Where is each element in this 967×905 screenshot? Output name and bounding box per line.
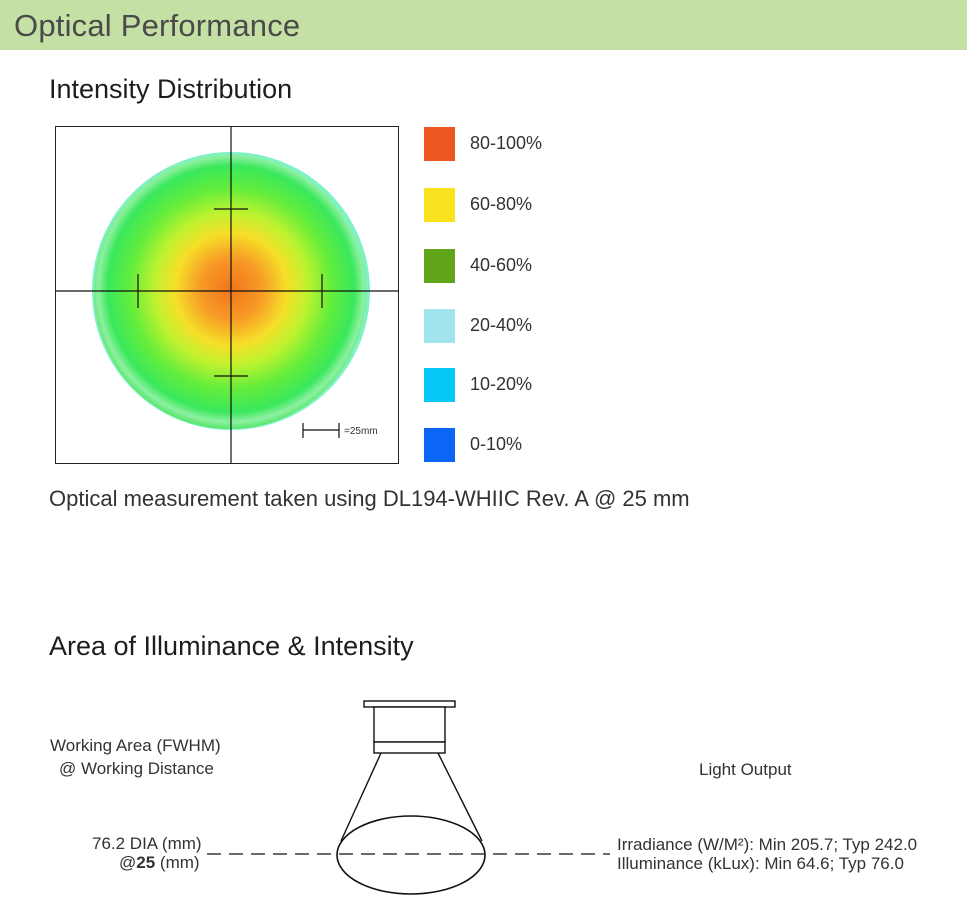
distance-label: @25 (mm) [119, 852, 200, 874]
legend-swatch [424, 188, 455, 222]
fixture-lens [373, 741, 446, 754]
beam-edge-right [437, 752, 483, 842]
fixture-top-plate [363, 700, 456, 708]
legend-label: 60-80% [470, 194, 533, 214]
working-distance-label: @ Working Distance [59, 759, 214, 778]
intensity-title: Intensity Distribution [49, 74, 293, 104]
light-output-label: Light Output [699, 760, 792, 779]
intensity-heatmap: =25mm [56, 127, 398, 463]
distance-value: 25 [136, 853, 156, 872]
scale-label: =25mm [344, 426, 378, 437]
illuminance-label: Illuminance (kLux): Min 64.6; Typ 76.0 [617, 854, 904, 873]
legend-label: 0-10% [470, 434, 523, 454]
legend-label: 20-40% [470, 315, 533, 335]
illuminated-area [336, 815, 486, 895]
beam-edge-left [340, 752, 382, 842]
legend-swatch [424, 309, 455, 343]
fixture-body [373, 706, 446, 743]
intensity-plot: =25mm [55, 126, 399, 464]
legend-swatch [424, 249, 455, 283]
beam-spot [94, 155, 366, 429]
section-header: Optical Performance [0, 0, 967, 50]
legend-label: 10-20% [470, 374, 533, 394]
legend-swatch [424, 428, 455, 462]
legend-label: 80-100% [470, 133, 543, 153]
irradiance-label: Irradiance (W/M²): Min 205.7; Typ 242.0 [617, 835, 918, 854]
legend-swatch [424, 368, 455, 402]
measurement-caption: Optical measurement taken using DL194-WH… [49, 486, 690, 511]
working-area-label: Working Area (FWHM) [50, 736, 221, 755]
section-title: Optical Performance [14, 8, 301, 43]
legend-swatch [424, 127, 455, 161]
area-title: Area of Illuminance & Intensity [49, 631, 414, 661]
distance-unit: (mm) [155, 853, 200, 872]
diameter-label: 76.2 DIA (mm) [92, 834, 202, 853]
legend-label: 40-60% [470, 255, 533, 275]
distance-prefix: @ [119, 853, 137, 872]
